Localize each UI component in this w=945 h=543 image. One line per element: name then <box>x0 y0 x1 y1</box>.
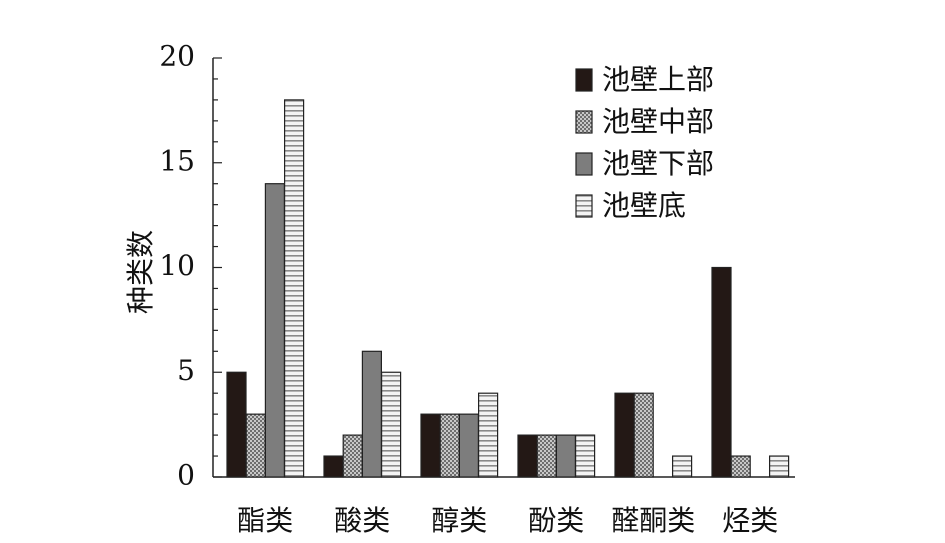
legend-label: 池壁底 <box>602 189 686 222</box>
y-tick-label: 0 <box>177 459 195 492</box>
y-axis: 0 5 10 15 20 <box>159 40 222 492</box>
legend-label: 池壁中部 <box>602 105 714 138</box>
bar <box>226 371 247 478</box>
bar <box>614 392 635 478</box>
bar <box>555 434 577 478</box>
bar <box>381 371 402 478</box>
legend-swatch <box>575 152 593 176</box>
x-tick-label: 醇类 <box>431 504 487 537</box>
legend-label: 池壁下部 <box>602 147 714 180</box>
bar <box>264 183 285 478</box>
bar <box>768 455 790 478</box>
legend-swatch <box>575 194 593 218</box>
bar <box>633 392 654 478</box>
y-axis-label: 种类数 <box>124 230 157 314</box>
legend-label: 池壁上部 <box>602 63 714 96</box>
legend-swatch <box>575 110 593 134</box>
bar <box>458 413 479 478</box>
legend-swatch <box>575 68 593 92</box>
bar <box>342 434 363 478</box>
bar <box>420 413 441 478</box>
bar <box>478 392 499 478</box>
bar <box>711 266 732 478</box>
y-tick-label: 15 <box>159 144 195 177</box>
x-tick-label: 酸类 <box>334 504 390 537</box>
bar <box>361 350 382 478</box>
bar <box>439 413 460 478</box>
bar <box>574 434 596 478</box>
bar <box>671 455 693 478</box>
y-tick-label: 20 <box>159 40 195 73</box>
bar <box>323 455 344 478</box>
bars-group <box>226 99 790 478</box>
bar <box>730 455 751 478</box>
bar <box>517 434 538 478</box>
bar <box>284 99 305 478</box>
bar <box>536 434 557 478</box>
y-tick-label: 10 <box>159 249 195 282</box>
x-tick-label: 酚类 <box>528 504 584 537</box>
category-labels: 酯类 酸类 醇类 酚类 醛酮类 烃类 <box>237 504 778 537</box>
y-tick-label: 5 <box>177 354 195 387</box>
x-tick-label: 烃类 <box>722 504 778 537</box>
bar <box>245 413 266 478</box>
x-tick-label: 酯类 <box>237 504 293 537</box>
x-tick-label: 醛酮类 <box>611 504 695 537</box>
